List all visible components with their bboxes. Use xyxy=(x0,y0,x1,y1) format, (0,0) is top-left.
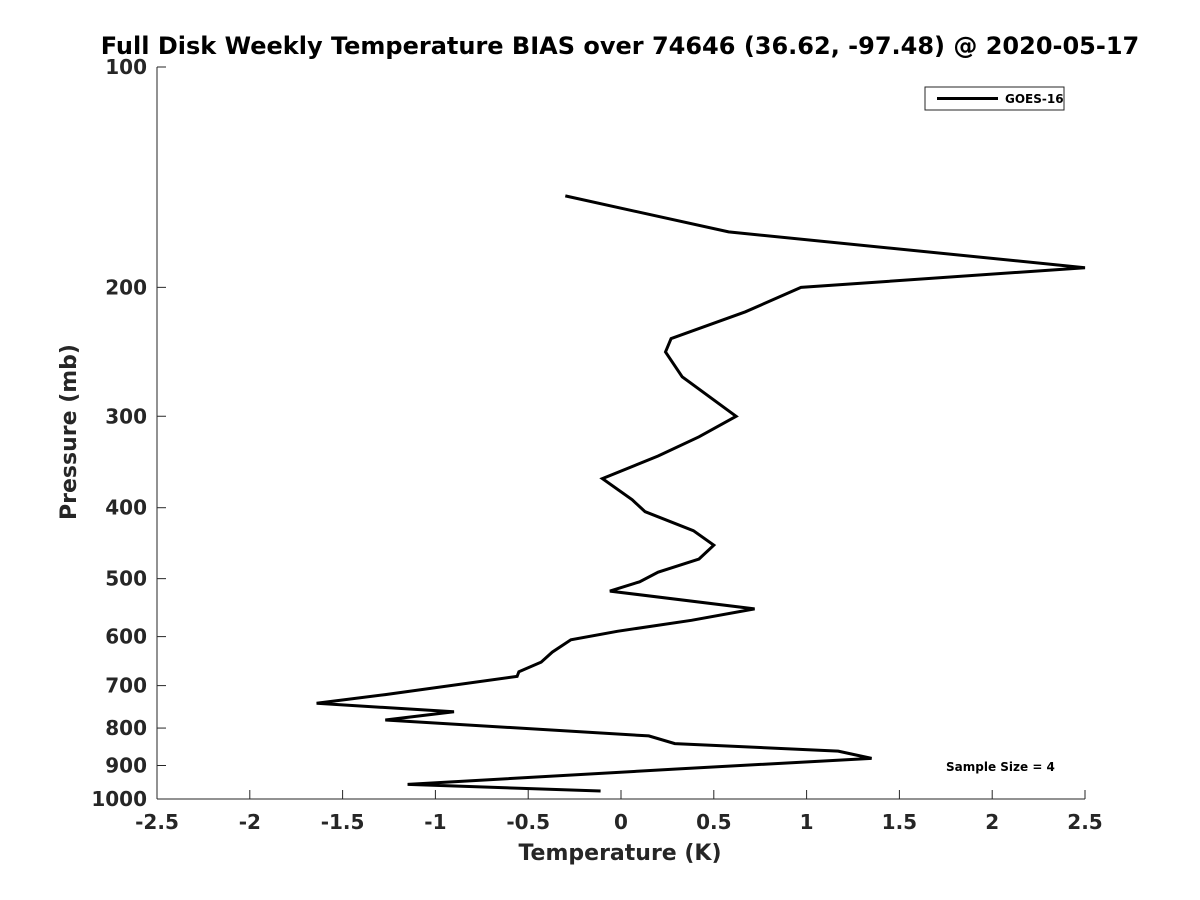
y-tick-labels: 100 200 300 400 500 600 700 800 900 1000 xyxy=(91,55,147,811)
y-tick-label: 200 xyxy=(105,275,147,299)
y-tick-label: 800 xyxy=(105,716,147,740)
x-axis-label: Temperature (K) xyxy=(518,841,721,866)
y-tick-label: 1000 xyxy=(91,787,147,811)
y-tick-label: 900 xyxy=(105,754,147,778)
x-tick-label: -2.5 xyxy=(135,810,179,834)
y-tick-label: 100 xyxy=(105,55,147,79)
y-tick-label: 400 xyxy=(105,496,147,520)
x-tick-label: 2.5 xyxy=(1067,810,1102,834)
y-tick-label: 500 xyxy=(105,567,147,591)
legend: GOES-16 xyxy=(924,86,1065,111)
x-tick-label: 0.5 xyxy=(696,810,731,834)
y-tick-label: 300 xyxy=(105,404,147,428)
y-tick-label: 600 xyxy=(105,625,147,649)
x-tick-label: -1.5 xyxy=(321,810,365,834)
x-tick-label: 1 xyxy=(800,810,814,834)
x-tick-label: 0 xyxy=(614,810,628,834)
x-tick-label: 1.5 xyxy=(882,810,917,834)
x-tick-label: 2 xyxy=(985,810,999,834)
plot-axes xyxy=(156,66,1086,800)
x-tick-labels: -2.5 -2 -1.5 -1 -0.5 0 0.5 1 1.5 2 2.5 xyxy=(135,810,1103,834)
x-tick-label: -1 xyxy=(424,810,446,834)
sample-size-annotation: Sample Size = 4 xyxy=(946,760,1055,774)
y-axis-label: Pressure (mb) xyxy=(57,344,82,520)
series-line-goes-16 xyxy=(316,194,1086,793)
y-tick-label: 700 xyxy=(105,674,147,698)
legend-label-goes16: GOES-16 xyxy=(1005,92,1064,106)
x-tick-label: -0.5 xyxy=(506,810,550,834)
series-lines xyxy=(316,194,1086,793)
chart-title: Full Disk Weekly Temperature BIAS over 7… xyxy=(101,32,1140,60)
x-tick-label: -2 xyxy=(239,810,261,834)
